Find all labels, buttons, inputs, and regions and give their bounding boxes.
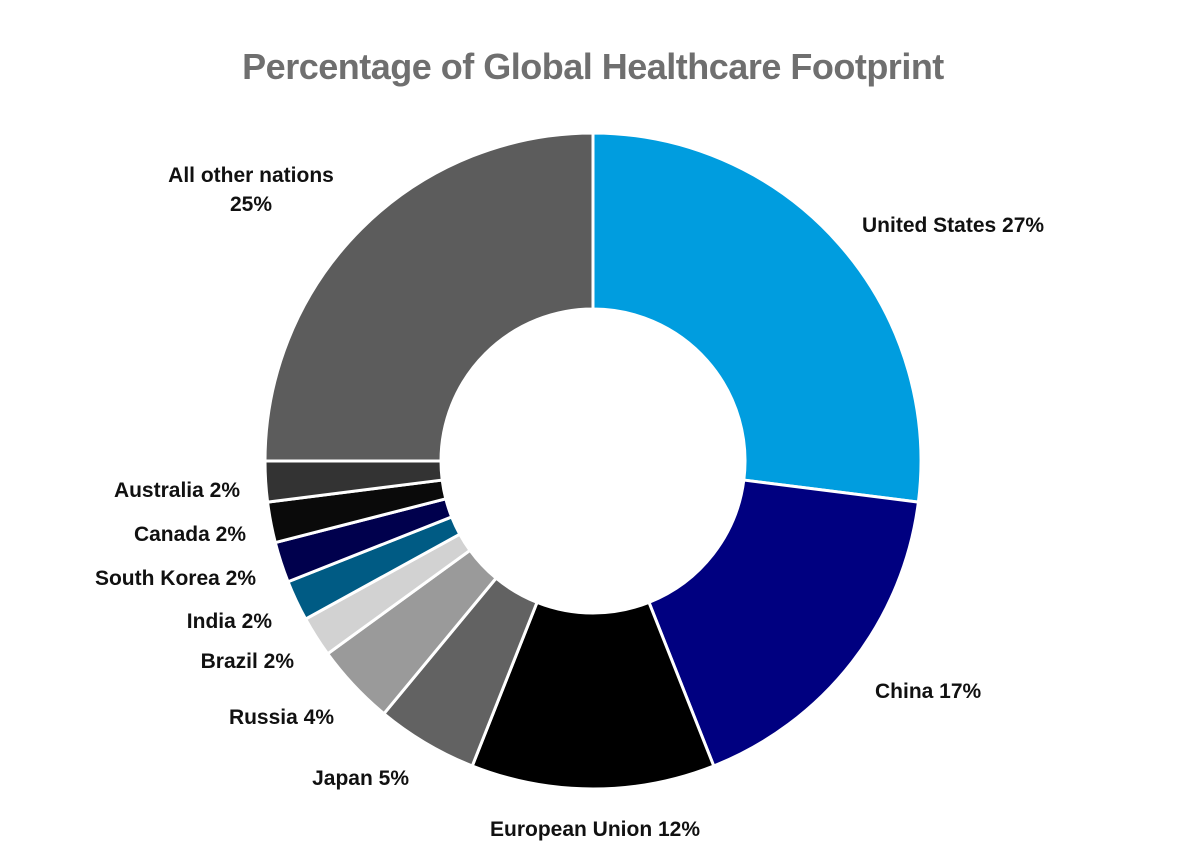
label-australia: Australia 2% — [114, 479, 240, 502]
label-canada: Canada 2% — [134, 523, 246, 546]
slice-labels: United States 27% China 17% European Union… — [95, 164, 1044, 841]
slice-united-states — [591, 131, 923, 504]
label-south-korea: South Korea 2% — [95, 567, 256, 590]
chart-title: Percentage of Global Healthcare Footprin… — [242, 46, 944, 87]
label-india: India 2% — [187, 610, 273, 633]
label-russia: Russia 4% — [229, 706, 334, 729]
label-united-states: United States 27% — [862, 214, 1044, 237]
label-brazil: Brazil 2% — [201, 650, 295, 673]
label-japan: Japan 5% — [312, 767, 409, 790]
slice-china — [647, 478, 920, 768]
label-european-union: European Union 12% — [490, 818, 700, 841]
slice-all-other-nations — [263, 131, 595, 463]
donut-slices — [263, 131, 923, 791]
label-china: China 17% — [875, 680, 982, 703]
slice-european-union — [470, 600, 716, 791]
label-all-other-nations: All other nations 25% — [168, 164, 334, 216]
